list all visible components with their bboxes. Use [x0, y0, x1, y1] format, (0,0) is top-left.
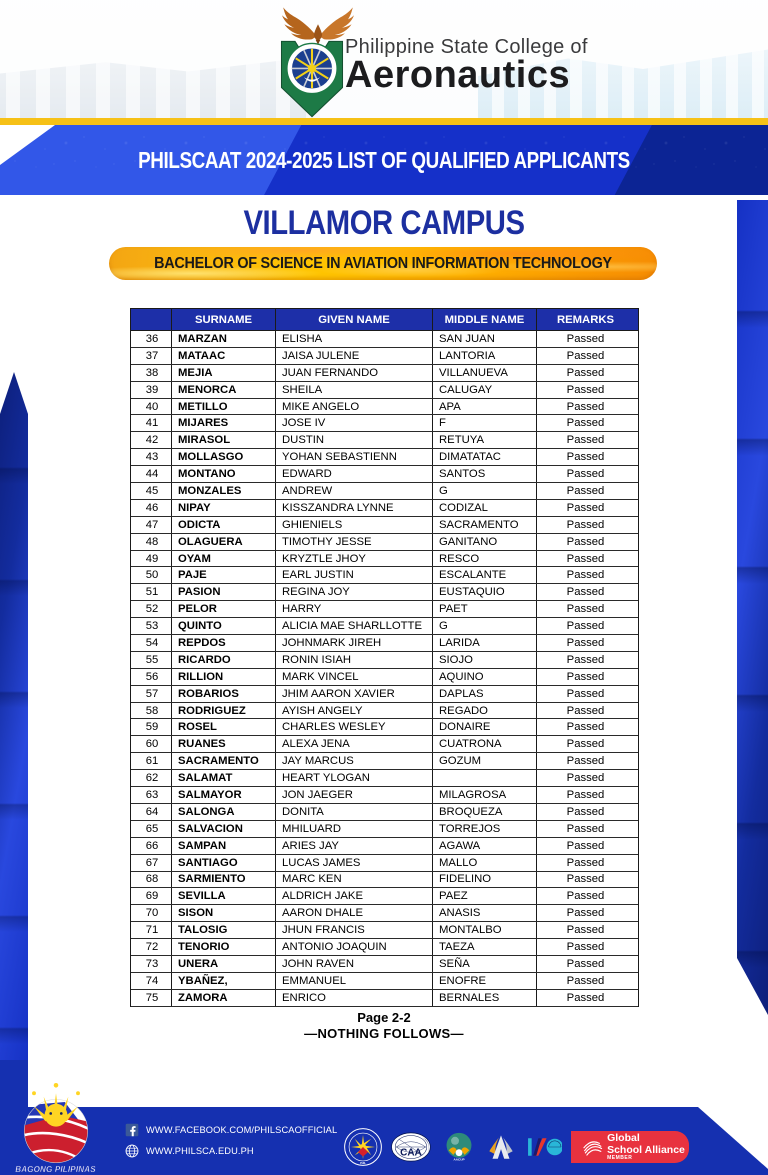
svg-text:AACUP: AACUP [453, 1158, 464, 1162]
svg-text:CAA: CAA [400, 1147, 422, 1158]
svg-text:PHIL: PHIL [360, 1162, 366, 1165]
